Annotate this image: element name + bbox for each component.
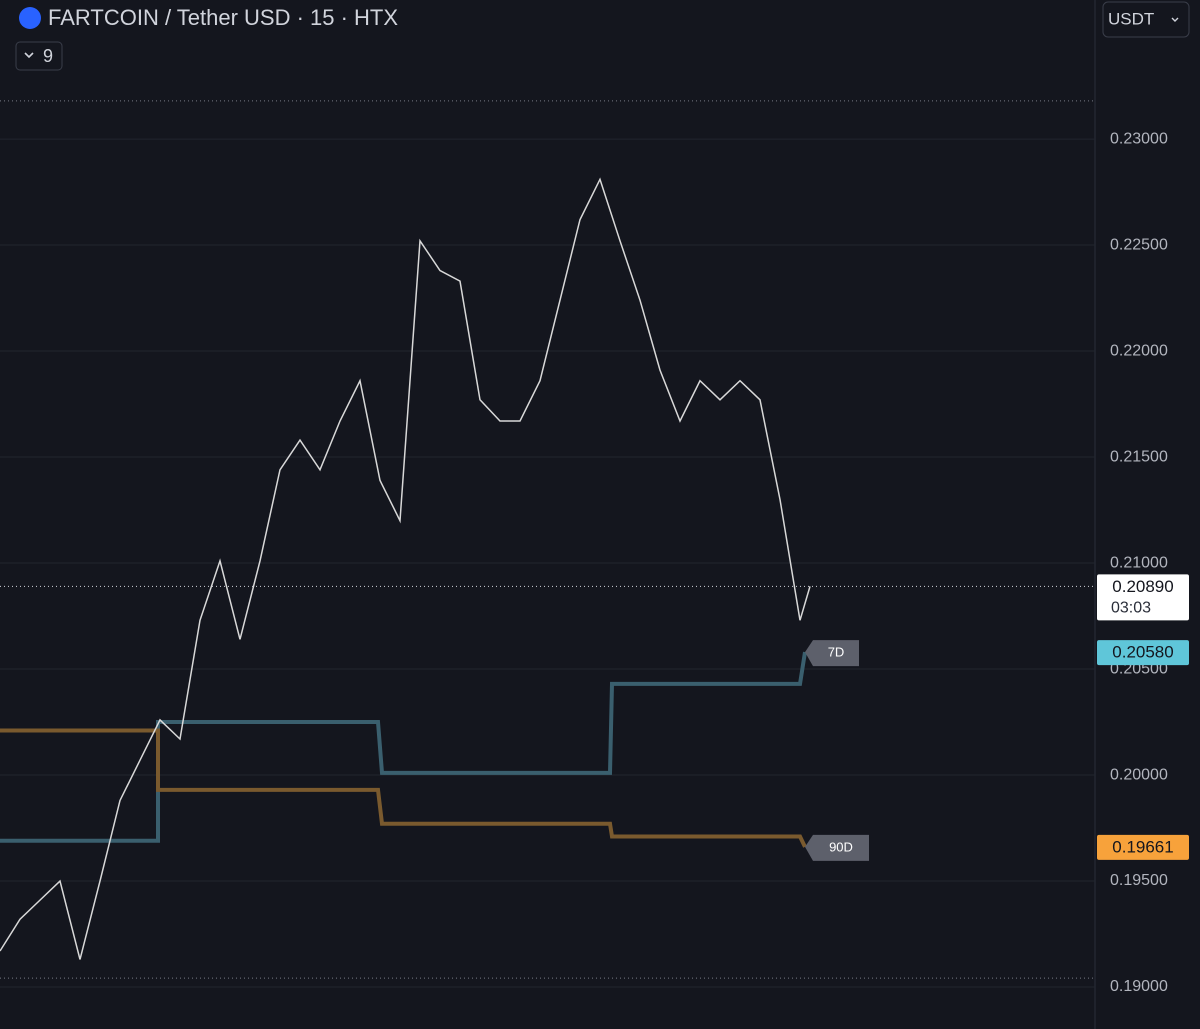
chevron: [24, 52, 34, 59]
y-tick-label: 0.19500: [1110, 872, 1168, 889]
price-line: [0, 177, 811, 960]
indicator-line: [0, 651, 807, 843]
chart-title: FARTCOIN / Tether USD · 15 · HTX: [48, 5, 398, 30]
price-label: 0.19661: [1112, 837, 1173, 856]
indicator-count: 9: [43, 46, 53, 66]
price-label-box: [1097, 640, 1189, 666]
y-tick-label: 0.21500: [1110, 448, 1168, 465]
indicator-toggle[interactable]: [15, 41, 63, 71]
y-tick-label: 0.22500: [1110, 236, 1168, 253]
current-price-box: [1097, 574, 1189, 621]
y-tick-label: 0.21000: [1110, 554, 1168, 571]
price-label-box: [1097, 834, 1189, 860]
series-tag: [805, 640, 859, 667]
chevron: [1171, 17, 1179, 22]
current-price-label: 0.20890: [1112, 577, 1173, 596]
currency-label: USDT: [1108, 9, 1154, 28]
countdown-label: 03:03: [1111, 600, 1151, 617]
series-name: 7D: [828, 645, 845, 660]
price-label: 0.20580: [1112, 643, 1173, 662]
y-tick-label: 0.19000: [1110, 978, 1168, 995]
series-tag: [805, 834, 869, 861]
y-tick-label: 0.23000: [1110, 130, 1168, 147]
y-tick-label: 0.22000: [1110, 342, 1168, 359]
y-tick-label: 0.20000: [1110, 766, 1168, 783]
currency-button[interactable]: [1102, 1, 1190, 38]
indicator-line: [0, 728, 807, 848]
coin-logo: [19, 7, 41, 29]
series-name: 90D: [829, 839, 853, 854]
